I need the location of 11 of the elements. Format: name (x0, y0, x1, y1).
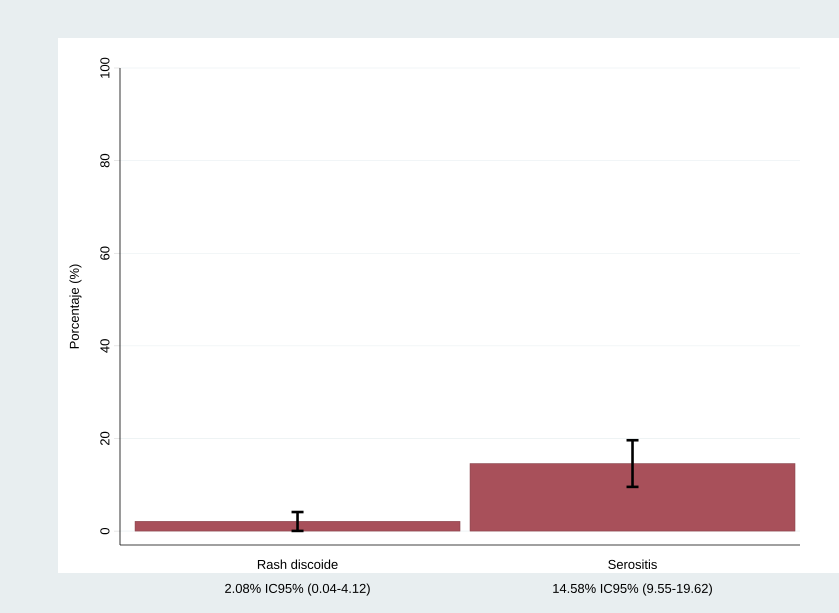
y-tick-label: 20 (100, 432, 110, 446)
y-tick-label: 80 (100, 154, 110, 168)
x-tick-label: Serositis (608, 560, 657, 570)
y-tick-label: 0 (100, 528, 110, 534)
text: 2.08% IC95% (0.04-4.12) (225, 584, 370, 596)
y-tick-label: 60 (100, 246, 110, 260)
text: 14.58% IC95% (9.55-19.62) (553, 584, 712, 596)
x-tick-label: Rash discoide (258, 560, 338, 570)
y-tick-label: 40 (100, 339, 110, 353)
y-tick-label: 100 (100, 58, 110, 78)
y-axis-title: Porcentaje (%) (69, 264, 82, 348)
